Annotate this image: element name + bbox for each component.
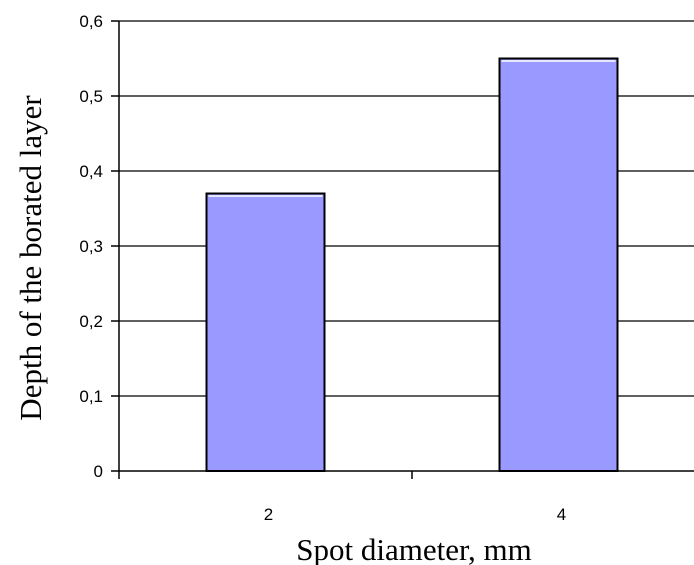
y-tick-label: 0,6	[79, 12, 103, 31]
y-tick-label: 0,5	[79, 87, 103, 106]
y-tick-label: 0,1	[79, 387, 103, 406]
bar	[498, 57, 619, 472]
bar	[205, 192, 326, 472]
y-tick-label: 0	[94, 462, 103, 481]
bars	[205, 57, 619, 472]
y-axis-ticks: 0 0,1 0,2 0,3 0,4 0,5 0,6	[79, 12, 119, 481]
y-axis-title: Depth of the borated layer	[13, 95, 48, 421]
y-tick-label: 0,2	[79, 312, 103, 331]
x-tick-label: 2	[264, 505, 273, 524]
y-tick-label: 0,4	[79, 162, 103, 181]
y-tick-label: 0,3	[79, 237, 103, 256]
x-axis-title: Spot diameter, mm	[296, 532, 532, 565]
x-tick-label: 4	[557, 505, 566, 524]
